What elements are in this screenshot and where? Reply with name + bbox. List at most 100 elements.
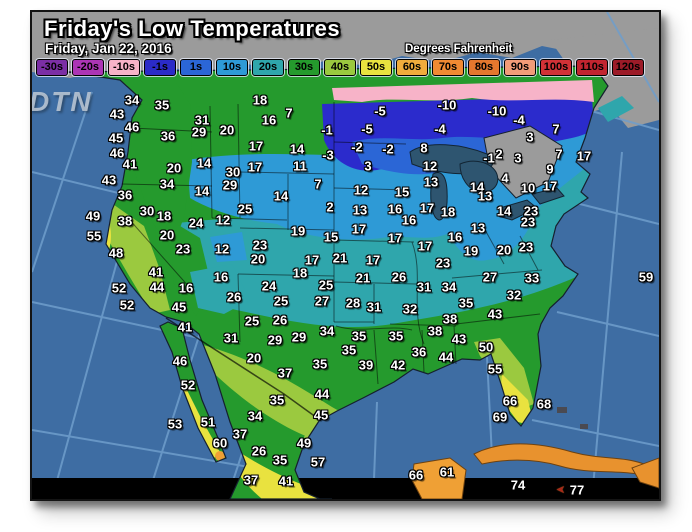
bahamas-islet xyxy=(557,407,567,413)
temp-label: 66 xyxy=(502,393,518,409)
temp-label: 17 xyxy=(542,178,558,194)
temp-label: 19 xyxy=(463,243,479,259)
temp-label: 69 xyxy=(492,409,508,425)
temp-label: 43 xyxy=(487,306,503,322)
temp-label: 31 xyxy=(366,299,382,315)
temp-label: 55 xyxy=(86,228,102,244)
temp-label: 17 xyxy=(576,148,592,164)
legend-swatch--30s: -30s xyxy=(36,59,68,76)
temp-label: 12 xyxy=(215,212,231,228)
map-svg xyxy=(32,12,659,499)
temp-label: 29 xyxy=(191,124,207,140)
temp-label: 23 xyxy=(175,241,191,257)
temp-label: 41 xyxy=(148,264,164,280)
temp-label: 49 xyxy=(296,435,312,451)
temp-label: 20 xyxy=(166,160,182,176)
temp-label: 36 xyxy=(411,344,427,360)
caribbean-islands xyxy=(411,407,659,499)
temp-label: 34 xyxy=(441,279,457,295)
temp-label: 26 xyxy=(391,269,407,285)
temp-label: 12 xyxy=(214,241,230,257)
map-date: Friday, Jan 22, 2016 xyxy=(45,41,172,56)
temp-label: 14 xyxy=(496,203,512,219)
temp-label: 43 xyxy=(101,172,117,188)
temp-label: 12 xyxy=(353,182,369,198)
temp-label: 14 xyxy=(289,141,305,157)
temp-label: 36 xyxy=(117,187,133,203)
temp-label: 9 xyxy=(546,161,554,177)
temp-label: 26 xyxy=(272,312,288,328)
temp-label: 37 xyxy=(277,365,293,381)
temp-label: 35 xyxy=(272,452,288,468)
temp-label: 38 xyxy=(442,311,458,327)
temp-label: 60 xyxy=(212,435,228,451)
temp-label: 38 xyxy=(427,323,443,339)
temp-label: 37 xyxy=(232,426,248,442)
temp-label: 50 xyxy=(478,339,494,355)
temp-label: 25 xyxy=(244,313,260,329)
temp-label: 33 xyxy=(524,270,540,286)
temp-label: 68 xyxy=(536,396,552,412)
temp-label: 20 xyxy=(496,242,512,258)
temp-label: 14 xyxy=(196,155,212,171)
temp-label: 16 xyxy=(261,112,277,128)
temp-label: 57 xyxy=(310,454,326,470)
temp-label: 35 xyxy=(351,328,367,344)
temp-label: 18 xyxy=(292,265,308,281)
temp-label: 7 xyxy=(552,121,560,137)
legend-swatch-20s: 20s xyxy=(252,59,284,76)
great-lakes xyxy=(409,144,565,221)
temp-label: -2 xyxy=(382,141,394,157)
temp-label: 44 xyxy=(438,349,454,365)
temp-label: 53 xyxy=(167,416,183,432)
temp-label: 34 xyxy=(319,323,335,339)
temp-label: 8 xyxy=(420,140,428,156)
temp-label: -5 xyxy=(361,121,373,137)
ontario-gray-lobe xyxy=(483,96,634,199)
temp-label: 44 xyxy=(149,279,165,295)
temp-label: 16 xyxy=(447,229,463,245)
temp-label: 77 xyxy=(569,482,585,498)
temp-label: 45 xyxy=(171,299,187,315)
temp-label: 74 xyxy=(510,477,526,493)
temp-label: 25 xyxy=(273,293,289,309)
temp-label: 41 xyxy=(122,156,138,172)
temp-label: 34 xyxy=(124,92,140,108)
temp-label: 3 xyxy=(514,150,522,166)
bahamas-islet xyxy=(580,424,588,429)
temp-label: 45 xyxy=(313,407,329,423)
temp-label: 52 xyxy=(180,377,196,393)
bottom-black-band xyxy=(32,478,659,499)
temp-label: 29 xyxy=(222,177,238,193)
temp-label: 36 xyxy=(160,128,176,144)
dtn-logo: DTN xyxy=(30,86,93,117)
legend-swatch-80s: 80s xyxy=(468,59,500,76)
temp-label: 18 xyxy=(440,204,456,220)
temp-label: 17 xyxy=(247,159,263,175)
temp-label: 19 xyxy=(290,223,306,239)
legend-swatch-30s: 30s xyxy=(288,59,320,76)
hispaniola-island xyxy=(631,457,659,489)
temp-label: 16 xyxy=(401,212,417,228)
temp-label: 35 xyxy=(341,342,357,358)
temp-label: 34 xyxy=(159,176,175,192)
temp-label: 35 xyxy=(458,295,474,311)
temp-label: -3 xyxy=(322,147,334,163)
temp-labels-layer: 34 35 18 -5 -10 -10 43 7 -5 -4 -4 46 31 16 -1 7 29 20 36 45… xyxy=(32,12,659,499)
temp-label: -5 xyxy=(374,103,386,119)
temp-label: 37 xyxy=(243,472,259,488)
temp-label: 13 xyxy=(470,220,486,236)
temp-label: 42 xyxy=(390,357,406,373)
temp-label: 14 xyxy=(469,179,485,195)
temp-label: 25 xyxy=(237,201,253,217)
temp-label: 26 xyxy=(251,443,267,459)
temp-label: 59 xyxy=(638,269,654,285)
temp-label: 55 xyxy=(487,361,503,377)
temp-label: 39 xyxy=(358,357,374,373)
temp-label: 32 xyxy=(506,287,522,303)
legend-swatch-40s: 40s xyxy=(324,59,356,76)
temp-label: 41 xyxy=(177,319,193,335)
temp-label: 10 xyxy=(520,180,536,196)
temp-label: -1 xyxy=(483,150,495,166)
temp-label: 51 xyxy=(200,414,216,430)
